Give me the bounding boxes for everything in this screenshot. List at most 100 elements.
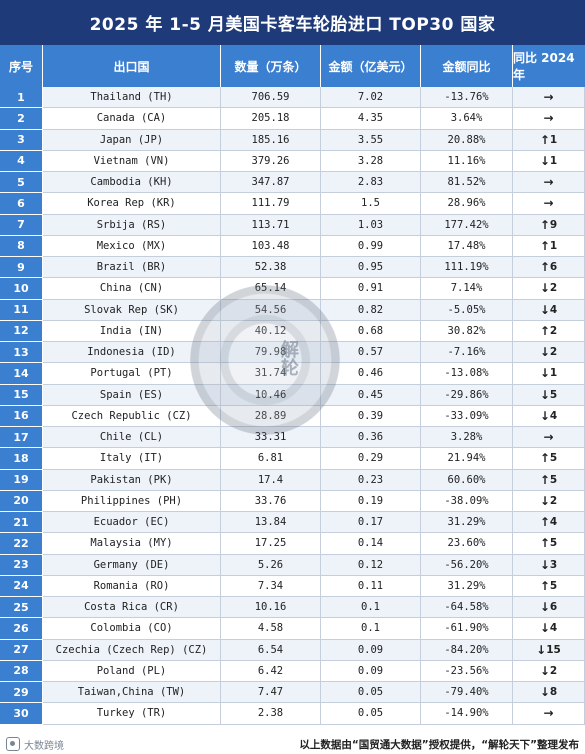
rank-change-value: 15 <box>546 643 561 656</box>
rank-cell: 27 <box>0 639 43 661</box>
country-cell: Spain (ES) <box>43 384 221 406</box>
quantity-cell: 2.38 <box>221 703 321 725</box>
rank-change-cell: ↑ 6 <box>513 257 585 279</box>
arrow-up-icon: ↑ <box>539 472 550 487</box>
quantity-cell: 6.42 <box>221 660 321 682</box>
rank-change-value: 5 <box>549 579 558 592</box>
country-cell: Poland (PL) <box>43 660 221 682</box>
rank-change-value: 6 <box>549 601 558 614</box>
amount-cell: 0.99 <box>321 235 421 257</box>
quantity-cell: 10.16 <box>221 597 321 619</box>
rank-cell: 11 <box>0 299 43 321</box>
rank-cell: 1 <box>0 87 43 109</box>
arrow-right-icon: → <box>543 706 554 721</box>
rank-cell: 30 <box>0 703 43 725</box>
yoy-cell: 21.94% <box>421 448 513 470</box>
yoy-cell: 3.64% <box>421 108 513 130</box>
country-cell: Romania (RO) <box>43 575 221 597</box>
column-header-quantity: 数量（万条） <box>221 45 321 87</box>
arrow-down-icon: ↓ <box>539 281 550 296</box>
arrow-down-icon: ↓ <box>539 600 550 615</box>
brand-name: 大数跨境 <box>24 740 64 752</box>
table-row: 28 Poland (PL) 6.42 0.09 -23.56% ↓ 2 <box>0 660 585 682</box>
rank-change-cell: ↑ 2 <box>513 320 585 342</box>
rank-cell: 3 <box>0 129 43 151</box>
quantity-cell: 7.34 <box>221 575 321 597</box>
rank-change-value: 4 <box>549 303 558 316</box>
arrow-up-icon: ↑ <box>539 217 550 232</box>
rank-change-value: 6 <box>549 261 558 274</box>
quantity-cell: 52.38 <box>221 257 321 279</box>
quantity-cell: 54.56 <box>221 299 321 321</box>
quantity-cell: 17.25 <box>221 533 321 555</box>
rank-change-value: 5 <box>549 452 558 465</box>
arrow-up-icon: ↑ <box>539 451 550 466</box>
yoy-cell: -23.56% <box>421 660 513 682</box>
yoy-cell: 111.19% <box>421 257 513 279</box>
quantity-cell: 5.26 <box>221 554 321 576</box>
yoy-cell: 31.29% <box>421 512 513 534</box>
yoy-cell: -14.90% <box>421 703 513 725</box>
yoy-cell: -33.09% <box>421 405 513 427</box>
country-cell: Philippines (PH) <box>43 490 221 512</box>
table-row: 14 Portugal (PT) 31.74 0.46 -13.08% ↓ 1 <box>0 363 585 385</box>
table-header: 序号 出口国 数量（万条） 金额（亿美元） 金额同比 同比 2024 年 <box>0 45 585 87</box>
rank-cell: 4 <box>0 150 43 172</box>
table-row: 15 Spain (ES) 10.46 0.45 -29.86% ↓ 5 <box>0 384 585 406</box>
arrow-down-icon: ↓ <box>539 621 550 636</box>
quantity-cell: 7.47 <box>221 682 321 704</box>
rank-change-value: 5 <box>549 537 558 550</box>
rank-change-value: 2 <box>549 282 558 295</box>
column-header-country: 出口国 <box>43 45 221 87</box>
quantity-cell: 17.4 <box>221 469 321 491</box>
yoy-cell: -61.90% <box>421 618 513 640</box>
arrow-right-icon: → <box>543 175 554 190</box>
quantity-cell: 13.84 <box>221 512 321 534</box>
table-row: 30 Turkey (TR) 2.38 0.05 -14.90% → <box>0 703 585 725</box>
rank-change-value: 4 <box>549 409 558 422</box>
rank-change-value: 5 <box>549 388 558 401</box>
arrow-down-icon: ↓ <box>539 493 550 508</box>
arrow-right-icon: → <box>543 90 554 105</box>
rank-cell: 23 <box>0 554 43 576</box>
rank-change-cell: ↓ 2 <box>513 660 585 682</box>
amount-cell: 7.02 <box>321 87 421 109</box>
rank-cell: 10 <box>0 278 43 300</box>
rank-change-value: 3 <box>549 558 558 571</box>
rank-cell: 22 <box>0 533 43 555</box>
table-row: 12 India (IN) 40.12 0.68 30.82% ↑ 2 <box>0 320 585 342</box>
amount-cell: 0.12 <box>321 554 421 576</box>
country-cell: Chile (CL) <box>43 427 221 449</box>
table-row: 6 Korea Rep (KR) 111.79 1.5 28.96% → <box>0 193 585 215</box>
rank-cell: 15 <box>0 384 43 406</box>
amount-cell: 0.23 <box>321 469 421 491</box>
quantity-cell: 6.81 <box>221 448 321 470</box>
amount-cell: 0.09 <box>321 639 421 661</box>
country-cell: Canada (CA) <box>43 108 221 130</box>
amount-cell: 0.95 <box>321 257 421 279</box>
amount-cell: 0.09 <box>321 660 421 682</box>
rank-change-cell: ↑ 5 <box>513 469 585 491</box>
table-row: 16 Czech Republic (CZ) 28.89 0.39 -33.09% ↓ 4 <box>0 405 585 427</box>
yoy-cell: 7.14% <box>421 278 513 300</box>
arrow-down-icon: ↓ <box>539 408 550 423</box>
table-row: 4 Vietnam (VN) 379.26 3.28 11.16% ↓ 1 <box>0 150 585 172</box>
quantity-cell: 4.58 <box>221 618 321 640</box>
quantity-cell: 111.79 <box>221 193 321 215</box>
country-cell: Vietnam (VN) <box>43 150 221 172</box>
country-cell: Ecuador (EC) <box>43 512 221 534</box>
rank-change-cell: ↓ 15 <box>513 639 585 661</box>
amount-cell: 0.68 <box>321 320 421 342</box>
country-cell: Indonesia (ID) <box>43 342 221 364</box>
quantity-cell: 103.48 <box>221 235 321 257</box>
arrow-down-icon: ↓ <box>539 387 550 402</box>
country-cell: Pakistan (PK) <box>43 469 221 491</box>
footer: 大数跨境 以上数据由“国贸通大数据”授权提供，“解轮天下”整理发布 <box>0 734 585 754</box>
table-row: 24 Romania (RO) 7.34 0.11 31.29% ↑ 5 <box>0 575 585 597</box>
rank-cell: 14 <box>0 363 43 385</box>
amount-cell: 3.28 <box>321 150 421 172</box>
quantity-cell: 6.54 <box>221 639 321 661</box>
country-cell: Taiwan,China (TW) <box>43 682 221 704</box>
table-row: 25 Costa Rica (CR) 10.16 0.1 -64.58% ↓ 6 <box>0 597 585 619</box>
quantity-cell: 65.14 <box>221 278 321 300</box>
